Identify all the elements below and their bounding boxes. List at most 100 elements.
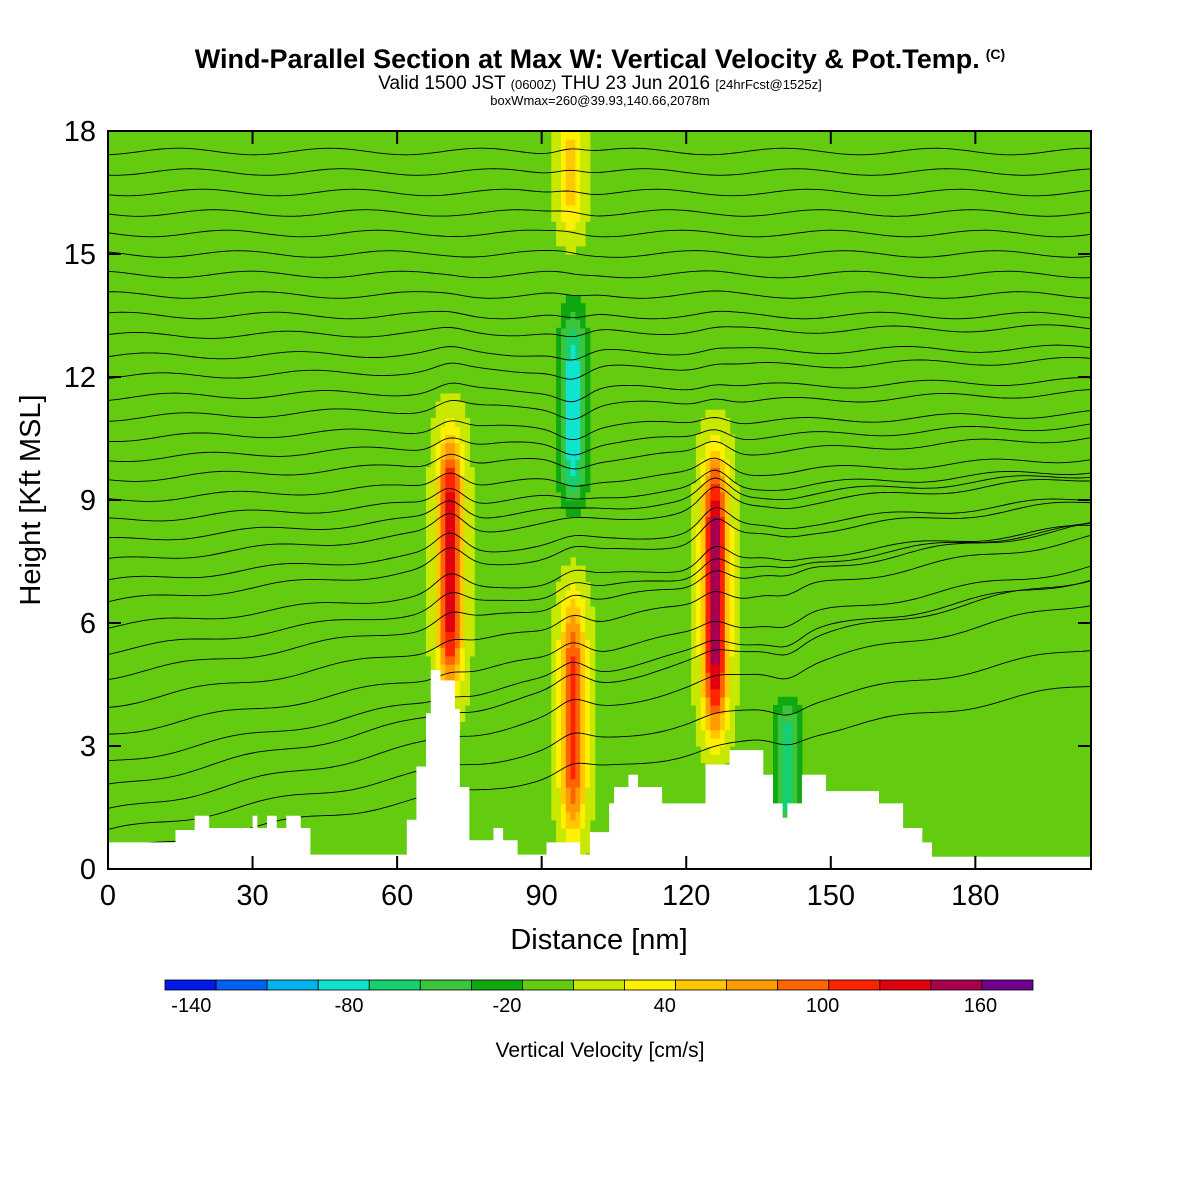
- field-cell: [710, 549, 721, 558]
- field-cell: [561, 819, 567, 829]
- field-cell: [729, 614, 735, 624]
- field-cell: [705, 598, 711, 608]
- field-cell: [435, 459, 442, 468]
- field-cell: [720, 582, 726, 591]
- field-cell: [435, 524, 442, 534]
- field-cell: [585, 795, 596, 804]
- field-cell: [426, 631, 437, 640]
- field-cell: [565, 672, 572, 681]
- field-cell: [729, 524, 735, 534]
- field-cell: [734, 623, 740, 632]
- field-cell: [580, 139, 591, 148]
- field-cell: [435, 401, 466, 411]
- field-cell: [561, 426, 567, 435]
- field-cell: [705, 631, 711, 640]
- field-cell: [773, 737, 779, 747]
- field-cell: [734, 541, 740, 550]
- field-cell: [792, 762, 798, 772]
- field-cell: [724, 459, 731, 468]
- field-cell: [565, 196, 576, 206]
- field-cell: [454, 508, 461, 517]
- field-cell: [561, 606, 567, 616]
- field-cell: [565, 459, 572, 468]
- field-cell: [705, 680, 711, 690]
- field-cell: [710, 516, 721, 526]
- field-cell: [729, 516, 740, 526]
- field-cell: [575, 196, 581, 206]
- field-cell: [720, 500, 726, 509]
- colorbar-swatch: [573, 979, 625, 991]
- field-cell: [695, 614, 702, 624]
- field-cell: [575, 221, 586, 230]
- axes: 0 30 60 90 120 150 180 0 3 6 9 12 15 18: [64, 116, 1091, 912]
- field-cell: [570, 746, 576, 755]
- field-cell: [729, 459, 735, 468]
- field-cell: [556, 590, 567, 599]
- field-cell: [561, 795, 567, 804]
- field-cell: [565, 508, 581, 517]
- field-cell: [797, 721, 803, 731]
- field-cell: [561, 647, 567, 657]
- field-cell: [710, 434, 721, 444]
- field-cell: [561, 631, 567, 640]
- field-cell: [454, 672, 461, 681]
- field-cell: [561, 188, 567, 198]
- field-cell: [464, 459, 470, 468]
- isentrope-line: [108, 423, 1091, 463]
- field-cell: [551, 672, 557, 681]
- field-cell: [445, 516, 456, 526]
- field-cell: [691, 664, 702, 673]
- field-cell: [435, 598, 442, 608]
- field-cell: [445, 532, 456, 542]
- field-cell: [459, 672, 466, 681]
- field-cell: [459, 573, 466, 583]
- field-cell: [575, 188, 581, 198]
- field-cell: [585, 754, 591, 763]
- field-cell: [454, 647, 461, 657]
- isentrope-line: [108, 290, 1091, 299]
- field-cell: [729, 639, 735, 649]
- colorbar-swatch: [777, 979, 830, 991]
- field-cell: [565, 180, 576, 189]
- field-cell: [777, 737, 784, 747]
- field-cell: [700, 606, 707, 616]
- field-cell: [556, 368, 562, 378]
- field-cell: [705, 590, 711, 599]
- field-cell: [724, 672, 731, 681]
- field-cell: [445, 664, 456, 673]
- field-cell: [729, 606, 735, 616]
- field-cell: [734, 598, 740, 608]
- field-cell: [551, 729, 557, 739]
- field-cell: [729, 713, 735, 722]
- field-cell: [585, 688, 591, 698]
- field-cell: [729, 631, 735, 640]
- field-cell: [556, 705, 562, 714]
- field-cell: [724, 696, 731, 706]
- field-cell: [565, 713, 572, 722]
- field-cell: [580, 319, 586, 329]
- forecast-info: [24hrFcst@1525z]: [715, 77, 822, 92]
- field-cell: [565, 828, 581, 837]
- field-cell: [705, 516, 711, 526]
- field-cell: [454, 450, 461, 460]
- field-cell: [782, 770, 793, 780]
- field-cell: [565, 491, 581, 501]
- isentrope-line: [108, 522, 1091, 655]
- field-cell: [570, 680, 576, 690]
- field-cell: [551, 778, 557, 788]
- field-cell: [565, 688, 572, 698]
- field-cell: [585, 426, 591, 435]
- field-cell: [561, 696, 567, 706]
- field-cell: [435, 655, 442, 665]
- field-cell: [585, 336, 591, 345]
- field-cell: [454, 532, 461, 542]
- field-cell: [556, 746, 562, 755]
- field-cell: [570, 721, 576, 731]
- field-cell: [710, 664, 721, 673]
- field-cell: [724, 721, 731, 731]
- colorbar-swatch: [828, 979, 881, 991]
- field-cell: [691, 672, 702, 681]
- field-cell: [585, 409, 591, 419]
- field-cell: [792, 787, 798, 796]
- field-cell: [705, 582, 711, 591]
